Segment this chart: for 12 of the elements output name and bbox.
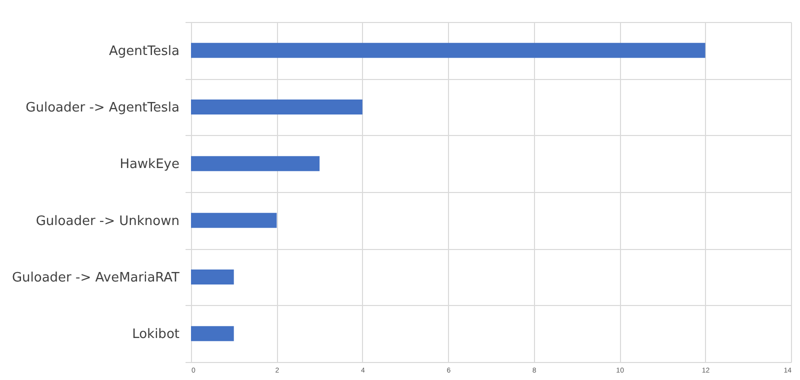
- y-tick-label: Guloader -> Unknown: [36, 214, 180, 229]
- bar: [191, 326, 234, 342]
- y-tick-label: Guloader -> AgentTesla: [26, 100, 180, 116]
- y-tick-label: Lokibot: [132, 327, 180, 342]
- bar: [191, 270, 234, 284]
- bar: [191, 42, 706, 58]
- bar: [191, 100, 362, 114]
- y-tick-label: AgentTesla: [108, 44, 180, 59]
- y-tick-label: HawkEye: [120, 157, 180, 172]
- y-tick-label: Guloader -> AveMariaRAT: [12, 270, 180, 286]
- bar: [191, 212, 277, 228]
- bar: [191, 156, 320, 172]
